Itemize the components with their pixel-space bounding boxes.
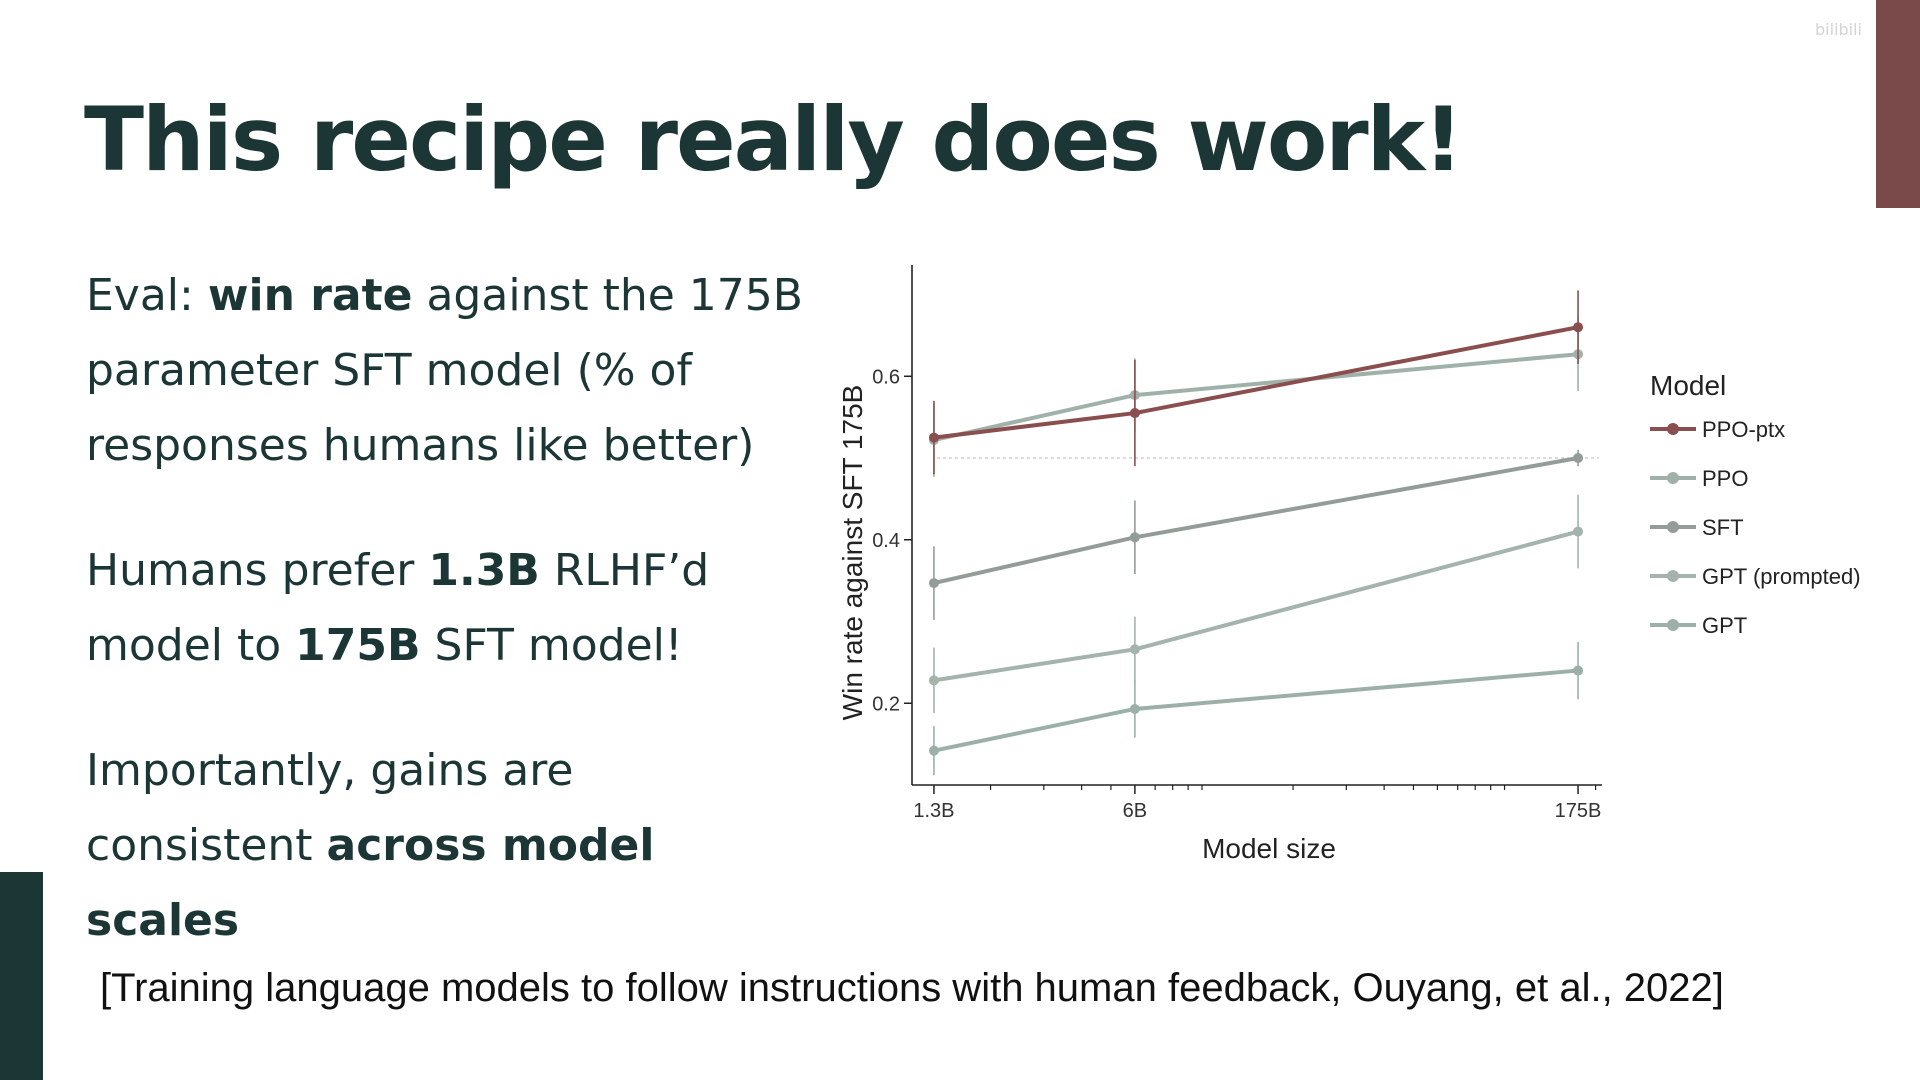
bullet-text: SFT model! [420,620,683,671]
bullet-humans-prefer: Humans prefer 1.3B RLHF’d model to 175B … [86,533,806,683]
x-axis-label: Model size [1202,833,1336,864]
bullet-emphasis: across model scales [86,820,655,946]
data-point [928,578,939,589]
legend-marker [1667,570,1679,582]
slide-title: This recipe really does work! [84,88,1463,191]
y-axis-label: Win rate against SFT 175B [837,385,868,721]
x-tick-label: 175B [1555,800,1602,822]
legend-label: PPO-ptx [1702,417,1785,442]
bullet-text: Humans prefer [86,545,429,596]
data-point [1573,665,1584,676]
x-tick-label: 6B [1123,800,1147,822]
legend-marker [1667,521,1679,533]
legend-label: GPT [1702,613,1747,638]
bullet-emphasis: 1.3B [428,545,540,596]
data-point [928,675,939,686]
data-point [1573,322,1584,333]
bullet-text: against the 175B parameter SFT model (% … [86,270,803,471]
y-tick-label: 0.2 [872,693,900,715]
bullet-text: RLHF’d model to [86,545,710,671]
data-point [1129,408,1140,419]
series-line [933,456,1579,586]
bullet-text: Importantly, gains are consistent [86,745,574,871]
bullet-consistent-gains: Importantly, gains are consistent across… [86,733,806,958]
data-point [928,745,939,756]
data-point [1129,532,1140,543]
bullet-emphasis: win rate [207,270,413,321]
data-point [1129,703,1140,714]
legend-marker [1667,472,1679,484]
legend-label: SFT [1702,515,1744,540]
legend-marker [1667,423,1679,435]
citation: [Training language models to follow inst… [100,966,1724,1010]
bullet-list: Eval: win rate against the 175B paramete… [86,258,806,1008]
win-rate-chart: 0.2 0.4 0.6 1.3B 6B 175B Model size Win rate ag… [837,265,1861,864]
data-point [1573,526,1584,537]
accent-bar-left [0,872,43,1080]
legend-label: PPO [1702,466,1748,491]
series-line [933,529,1579,683]
series-line [933,668,1579,753]
legend-marker [1667,619,1679,631]
accent-bar-right [1876,0,1920,208]
watermark-logo: bilibili [1815,20,1862,39]
data-point [1129,644,1140,655]
bullet-text: Eval: [86,270,208,321]
legend-label: GPT (prompted) [1702,564,1861,589]
data-point [1573,453,1584,464]
data-point [928,432,939,443]
bullet-win-rate: Eval: win rate against the 175B paramete… [86,258,806,483]
y-tick-label: 0.6 [872,366,900,388]
bullet-emphasis: 175B [295,620,421,671]
y-tick-label: 0.4 [872,530,900,552]
x-tick-label: 1.3B [913,800,954,822]
legend-title: Model [1650,370,1726,401]
